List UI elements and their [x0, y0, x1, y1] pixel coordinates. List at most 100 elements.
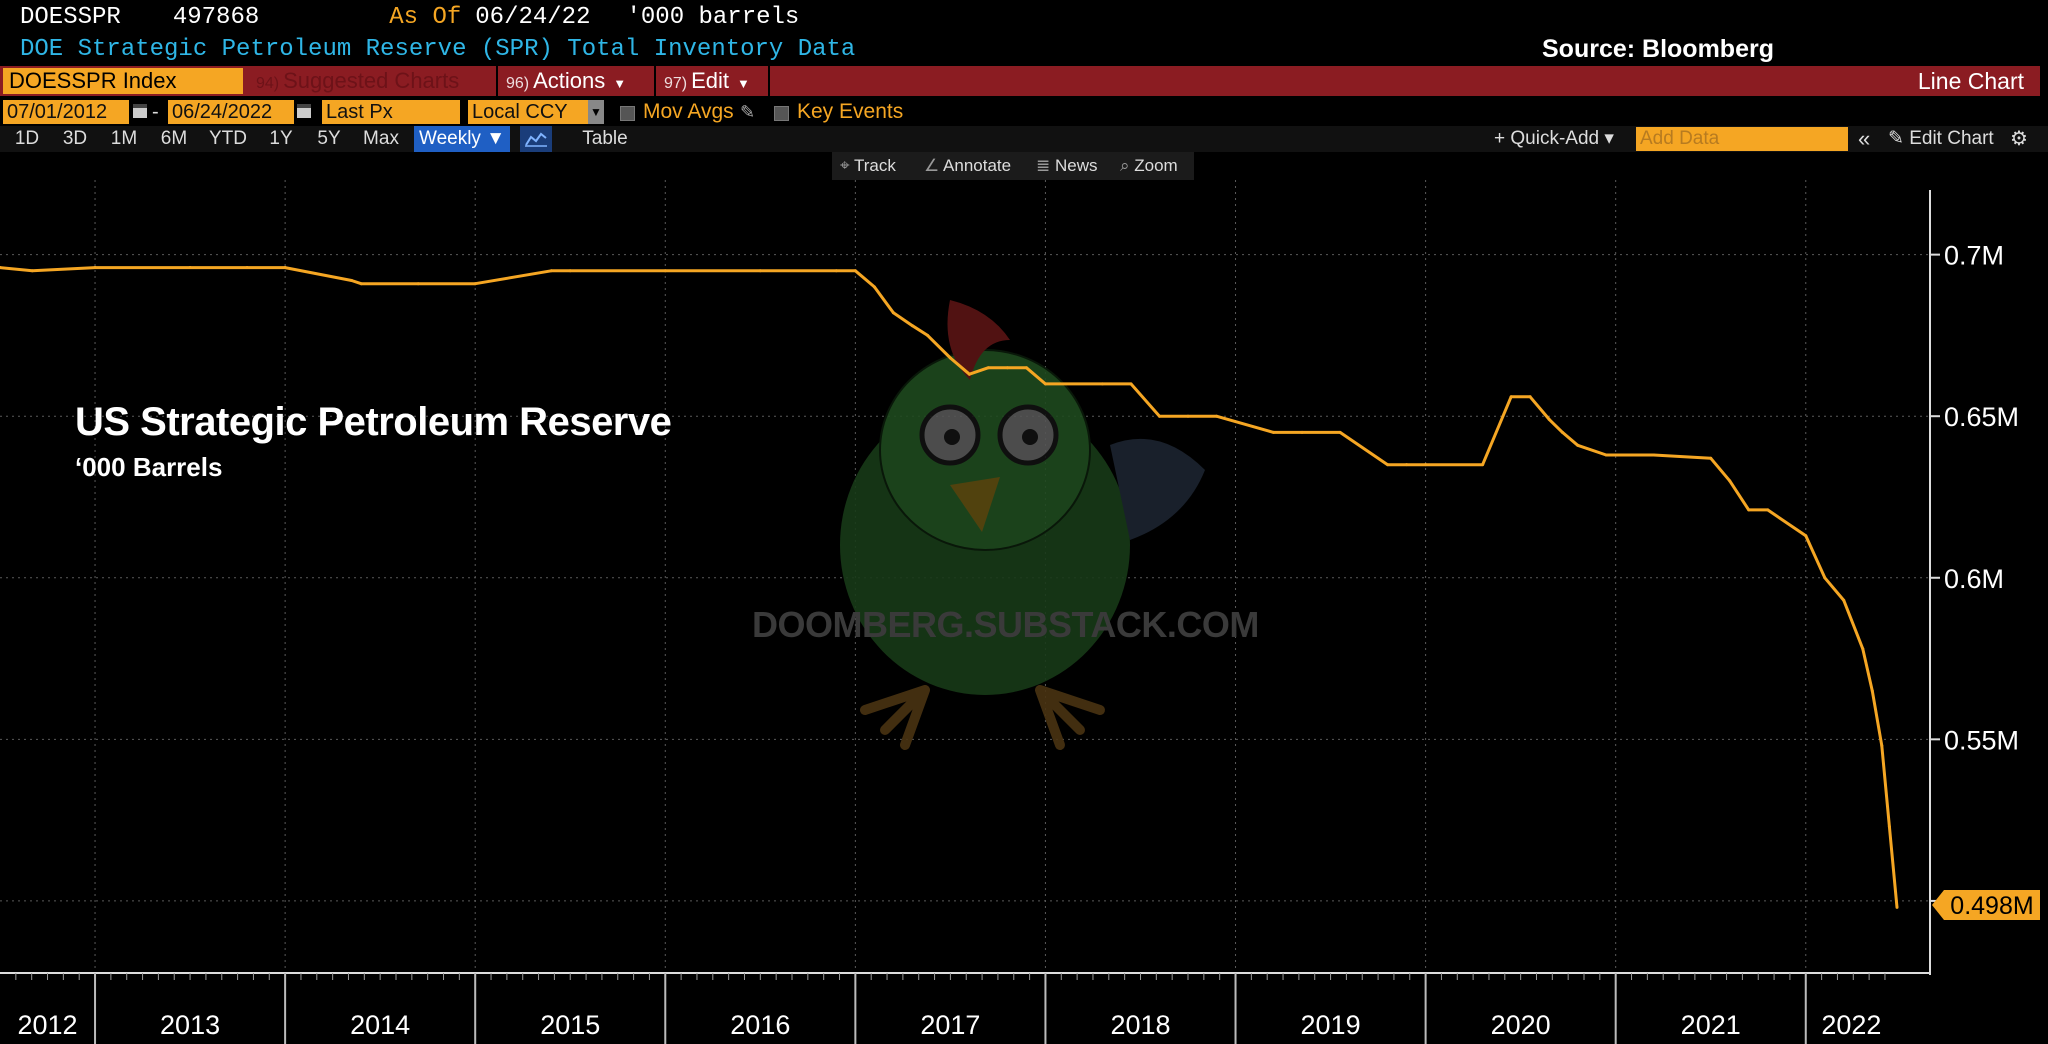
toolbar-divider: [768, 66, 770, 96]
data-point: [0, 266, 2, 270]
data-point: [1405, 463, 1409, 467]
collapse-icon[interactable]: «: [1858, 126, 1871, 151]
start-date-field[interactable]: 07/01/2012: [3, 100, 129, 124]
source-label: Source: Bloomberg: [1542, 35, 1774, 63]
y-tick-label: 0.65M: [1944, 402, 2019, 432]
actions-button[interactable]: 96) Actions ▼: [496, 66, 654, 96]
period-button-3d[interactable]: 3D: [62, 128, 88, 149]
x-tick-label: 2022: [1821, 1010, 1881, 1040]
period-button-6m[interactable]: 6M: [160, 128, 188, 149]
data-point: [663, 269, 667, 273]
news-button[interactable]: ≣ News: [1036, 152, 1097, 180]
edit-label: Edit: [691, 68, 730, 93]
table-button[interactable]: Table: [582, 128, 628, 149]
data-point: [1024, 366, 1028, 370]
data-point: [283, 266, 287, 270]
data-point: [1186, 414, 1190, 418]
data-point: [1528, 395, 1532, 399]
x-tick-label: 2017: [920, 1010, 980, 1040]
zoom-button[interactable]: ⌕ Zoom: [1120, 152, 1178, 180]
security-description: DOE Strategic Petroleum Reserve (SPR) To…: [20, 36, 856, 63]
pencil-icon: ✎: [1888, 128, 1910, 149]
index-field[interactable]: DOESSPR Index: [3, 68, 243, 94]
edit-chart-button[interactable]: ✎ Edit Chart: [1888, 126, 1994, 152]
end-date-field[interactable]: 06/24/2022: [168, 100, 294, 124]
last-value-tag-label: 0.498M: [1950, 892, 2033, 920]
annotate-button[interactable]: ∠ Annotate: [924, 152, 1011, 180]
suggested-charts-button[interactable]: 94) Suggested Charts: [250, 66, 459, 96]
add-data-input[interactable]: Add Data: [1636, 127, 1848, 151]
period-button-1y[interactable]: 1Y: [269, 128, 293, 149]
data-point: [1576, 443, 1580, 447]
line-chart-icon[interactable]: [520, 126, 552, 152]
quick-add-button[interactable]: + Quick-Add ▾: [1494, 128, 1614, 149]
x-tick-label: 2014: [350, 1010, 410, 1040]
function-toolbar: DOESSPR Index 94) Suggested Charts 96) Act…: [0, 66, 2040, 96]
data-point: [891, 311, 895, 315]
zoom-label: Zoom: [1134, 156, 1178, 175]
data-point: [948, 356, 952, 360]
key-events-label[interactable]: Key Events: [797, 100, 904, 123]
gear-icon[interactable]: ⚙: [2010, 128, 2028, 150]
calendar-icon[interactable]: [133, 104, 147, 118]
data-point: [568, 269, 572, 273]
mov-avgs-label[interactable]: Mov Avgs: [643, 100, 734, 123]
track-button[interactable]: ⌖ Track: [840, 152, 896, 180]
data-point: [1005, 366, 1009, 370]
data-point: [1100, 382, 1104, 386]
calendar-icon[interactable]: [297, 104, 311, 118]
data-point: [1157, 414, 1161, 418]
track-label: Track: [854, 156, 896, 175]
period-button-1m[interactable]: 1M: [110, 128, 138, 149]
date-separator: -: [152, 101, 159, 123]
last-value: 497868: [172, 4, 260, 31]
series-group: [0, 266, 1899, 909]
data-point: [1300, 430, 1304, 434]
data-point: [872, 285, 876, 289]
field-selector[interactable]: Last Px: [322, 100, 460, 124]
period-row: 1D 3D 1M 6M YTD 1Y 5Y Max Weekly ▼ Table…: [0, 126, 2048, 152]
data-point: [1880, 744, 1884, 748]
data-point: [549, 269, 553, 273]
frequency-selector[interactable]: Weekly ▼: [414, 126, 510, 152]
period-button-max[interactable]: Max: [363, 128, 399, 149]
x-tick-label: 2012: [17, 1010, 77, 1040]
data-point: [1842, 598, 1846, 602]
crosshair-icon: ⌖: [840, 156, 854, 175]
key-events-checkbox[interactable]: [774, 106, 789, 121]
period-button-ytd[interactable]: YTD: [209, 128, 247, 149]
data-point: [1272, 430, 1276, 434]
period-button-5y[interactable]: 5Y: [317, 128, 341, 149]
y-tick-label: 0.7M: [1944, 241, 2004, 271]
x-tick-label: 2016: [730, 1010, 790, 1040]
x-tick-label: 2013: [160, 1010, 220, 1040]
data-point: [1509, 395, 1513, 399]
pencil-icon[interactable]: ✎: [740, 102, 756, 122]
data-point: [1560, 430, 1564, 434]
mov-avgs-checkbox[interactable]: [620, 106, 635, 121]
data-point: [967, 372, 971, 376]
chart-tool-bar: ⌖ Track ∠ Annotate ≣ News ⌕ Zoom: [832, 152, 1194, 180]
data-point: [1424, 463, 1428, 467]
chevron-down-icon[interactable]: ▼: [588, 100, 604, 124]
edit-button[interactable]: 97) Edit ▼: [654, 66, 768, 96]
data-point: [1895, 905, 1899, 909]
currency-selector[interactable]: Local CCY: [468, 100, 602, 124]
pencil-icon: ∠: [924, 156, 944, 175]
data-point: [1547, 417, 1551, 421]
data-point: [1747, 508, 1751, 512]
data-point: [1338, 430, 1342, 434]
period-button-1d[interactable]: 1D: [14, 128, 40, 149]
chevron-down-icon: ▼: [737, 76, 750, 91]
data-point: [1386, 463, 1390, 467]
annotate-label: Annotate: [943, 156, 1012, 175]
chart-type-label[interactable]: Line Chart: [1917, 68, 2024, 94]
x-tick-label: 2015: [540, 1010, 600, 1040]
data-point: [758, 269, 762, 273]
data-point: [30, 269, 34, 273]
y-tick-label: 0.6M: [1944, 564, 2004, 594]
data-point: [473, 282, 477, 286]
data-point: [1887, 825, 1891, 829]
